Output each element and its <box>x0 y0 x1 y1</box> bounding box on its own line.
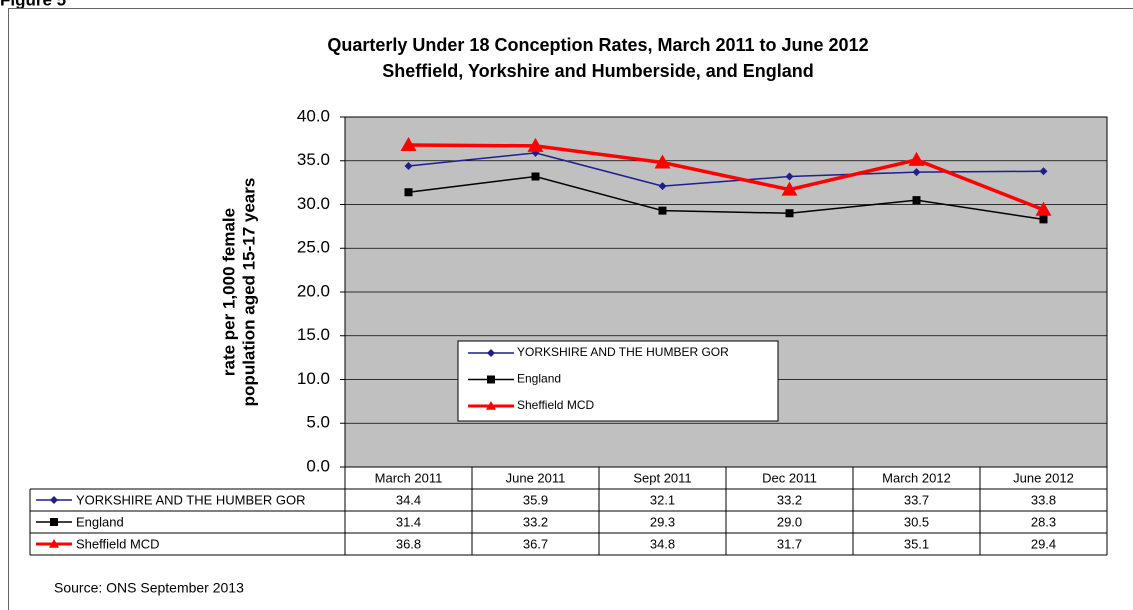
legend-box <box>457 340 779 422</box>
table-cell: 36.7 <box>523 536 548 551</box>
table-cell: 30.5 <box>904 514 929 529</box>
table-cell: 29.0 <box>777 514 802 529</box>
table-legend-marker <box>50 518 58 526</box>
y-tick-label: 25.0 <box>297 238 330 257</box>
y-tick-label: 40.0 <box>297 106 330 125</box>
legend-label: Sheffield MCD <box>517 398 594 412</box>
table-cell: 34.8 <box>650 536 675 551</box>
chart-subtitle: Sheffield, Yorkshire and Humberside, and… <box>382 61 813 81</box>
y-tick-label: 5.0 <box>306 413 330 432</box>
x-tick-label: June 2012 <box>1013 470 1074 485</box>
x-tick-label: Dec 2011 <box>762 470 817 485</box>
y-tick-label: 15.0 <box>297 325 330 344</box>
x-tick-label: June 2011 <box>506 470 566 485</box>
y-axis-label: population aged 15-17 years <box>239 178 258 407</box>
source-note: Source: ONS September 2013 <box>54 580 244 596</box>
legend-marker <box>487 375 495 384</box>
data-point <box>908 151 925 166</box>
series-line <box>408 175 1044 221</box>
data-point <box>404 162 413 170</box>
data-point <box>785 209 794 218</box>
table-cell: 33.2 <box>777 492 802 507</box>
table-row-label: England <box>76 514 124 529</box>
x-tick-label: March 2011 <box>375 470 443 485</box>
table-legend-marker <box>49 539 59 548</box>
y-axis-label: rate per 1,000 female <box>219 208 238 376</box>
data-point <box>1039 167 1048 176</box>
series-line <box>408 152 1044 187</box>
data-point <box>400 137 417 151</box>
x-tick-label: Sept 2011 <box>633 470 691 485</box>
y-tick-label: 35.0 <box>297 150 330 169</box>
series-line <box>408 143 1045 212</box>
legend-label: YORKSHIRE AND THE HUMBER GOR <box>517 345 729 359</box>
table-cell: 28.3 <box>1031 514 1056 529</box>
data-point <box>658 182 667 191</box>
data-point <box>785 172 794 181</box>
table-cell: 33.7 <box>904 492 929 507</box>
data-point <box>912 168 921 177</box>
y-tick-label: 30.0 <box>297 194 330 213</box>
frame <box>8 8 1133 610</box>
data-point <box>654 154 671 169</box>
legend-marker <box>486 401 496 410</box>
data-point <box>531 172 540 181</box>
data-point <box>404 188 413 197</box>
table-cell: 29.4 <box>1031 536 1056 551</box>
table-cell: 29.3 <box>650 514 675 529</box>
y-tick-label: 10.0 <box>297 369 330 388</box>
data-point <box>527 137 544 152</box>
table-row-label: YORKSHIRE AND THE HUMBER GOR <box>76 492 305 507</box>
x-tick-label: March 2012 <box>882 470 951 485</box>
data-point <box>1035 201 1052 216</box>
figure-label: Figure 5 <box>0 0 66 9</box>
table-cell: 31.4 <box>396 514 421 529</box>
table-legend-marker <box>50 496 58 504</box>
y-tick-label: 20.0 <box>297 281 330 300</box>
data-point <box>781 181 798 196</box>
table-cell: 36.8 <box>396 536 421 551</box>
table-cell: 35.1 <box>904 536 929 551</box>
table-cell: 33.8 <box>1031 492 1056 507</box>
table-cell: 32.1 <box>650 492 675 507</box>
table-cell: 33.2 <box>523 514 548 529</box>
table-cell: 31.7 <box>777 536 802 551</box>
table-cell: 34.4 <box>396 492 421 507</box>
chart-title: Quarterly Under 18 Conception Rates, Mar… <box>327 35 868 55</box>
legend-label: England <box>517 372 561 386</box>
data-point <box>658 206 667 215</box>
table-row-label: Sheffield MCD <box>76 536 160 551</box>
data-point <box>1039 215 1048 224</box>
legend-marker <box>487 349 495 357</box>
table-cell: 35.9 <box>523 492 548 507</box>
y-tick-label: 0.0 <box>306 456 330 475</box>
data-point <box>912 196 921 205</box>
